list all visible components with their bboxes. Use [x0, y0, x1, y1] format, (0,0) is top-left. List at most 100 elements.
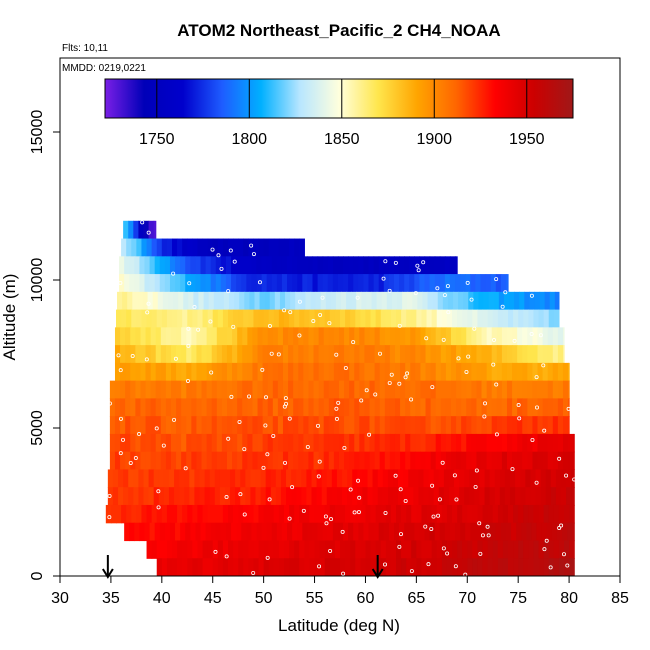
heatmap-cell	[154, 274, 161, 293]
heatmap-cell	[313, 380, 320, 399]
heatmap-cell	[322, 256, 329, 275]
heatmap-cell	[392, 487, 399, 506]
heatmap-cell	[272, 327, 279, 346]
heatmap-cell	[517, 416, 523, 435]
heatmap-cell	[450, 398, 457, 417]
heatmap-cell	[441, 504, 448, 524]
heatmap-cell	[156, 238, 163, 257]
heatmap-cell	[380, 558, 387, 576]
heatmap-cell	[566, 469, 572, 488]
heatmap-cell	[167, 291, 174, 311]
heatmap-cell	[232, 398, 238, 417]
heatmap-cell	[389, 433, 396, 453]
heatmap-cell	[182, 540, 188, 559]
heatmap-cell	[292, 522, 298, 542]
heatmap-cell	[125, 380, 131, 399]
heatmap-cell	[131, 309, 137, 328]
heatmap-cell	[496, 362, 503, 382]
heatmap-cell	[333, 416, 340, 435]
heatmap-cell	[316, 469, 323, 488]
heatmap-cell	[179, 469, 185, 488]
heatmap-cell	[225, 522, 232, 542]
heatmap-cell	[557, 433, 564, 453]
heatmap-cell	[155, 380, 162, 399]
heatmap-cell	[319, 504, 326, 524]
heatmap-cell	[505, 522, 512, 542]
sample-point	[398, 487, 403, 492]
heatmap-cell	[344, 416, 350, 435]
heatmap-cell	[308, 362, 315, 382]
heatmap-cell	[466, 345, 472, 364]
heatmap-cell	[553, 309, 560, 328]
heatmap-cell	[161, 309, 168, 328]
heatmap-cell	[150, 451, 157, 471]
heatmap-cell	[112, 487, 119, 506]
x-axis: 30 35 40 45 50 55 60 65 70 75 80 85	[51, 576, 629, 607]
heatmap-cell	[410, 398, 416, 417]
heatmap-cell	[312, 256, 319, 275]
heatmap-cell	[169, 522, 176, 542]
heatmap-cell	[333, 433, 340, 453]
heatmap-cell	[314, 309, 321, 328]
heatmap-cell	[445, 416, 452, 435]
heatmap-cell	[221, 398, 228, 417]
heatmap-cell	[547, 433, 554, 453]
heatmap-cell	[522, 416, 528, 435]
heatmap-cell	[125, 327, 131, 346]
heatmap-cell	[229, 291, 235, 311]
heatmap-cell	[369, 345, 376, 364]
heatmap-cell	[247, 451, 254, 471]
heatmap-cell	[420, 345, 427, 364]
heatmap-cell	[396, 309, 402, 328]
heatmap-cell	[187, 238, 193, 257]
heatmap-cell	[181, 327, 187, 346]
heatmap-cell	[364, 416, 371, 435]
heatmap-cell	[321, 487, 328, 506]
heatmap-cell	[236, 274, 242, 293]
heatmap-cell	[347, 487, 353, 506]
heatmap-cell	[110, 504, 117, 524]
heatmap-cell	[317, 256, 324, 275]
heatmap-cell	[462, 504, 468, 524]
sample-point	[257, 280, 262, 285]
heatmap-cell	[226, 380, 233, 399]
heatmap-cell	[481, 416, 488, 435]
heatmap-cell	[394, 416, 401, 435]
heatmap-cell	[394, 327, 401, 346]
heatmap-cell	[352, 469, 358, 488]
sample-point	[472, 326, 477, 331]
heatmap-cell	[249, 291, 256, 311]
heatmap-cell	[303, 416, 310, 435]
heatmap-cell	[226, 362, 233, 382]
heatmap-cell	[536, 522, 543, 542]
heatmap-cell	[129, 256, 135, 275]
heatmap-cell	[560, 469, 567, 488]
heatmap-cell	[485, 274, 492, 293]
heatmap-cell	[557, 345, 564, 364]
heatmap-cell	[353, 256, 359, 275]
heatmap-cell	[278, 504, 285, 524]
heatmap-cell	[501, 380, 508, 399]
heatmap-cell	[418, 487, 425, 506]
heatmap-cell	[130, 327, 136, 346]
heatmap-cell	[343, 256, 349, 275]
heatmap-cell	[517, 398, 523, 417]
heatmap-cell	[145, 416, 152, 435]
y-tick-label: 10000	[29, 258, 46, 303]
heatmap-cell	[502, 504, 509, 524]
heatmap-cell	[220, 522, 227, 542]
heatmap-cell	[324, 504, 331, 524]
heatmap-cell	[268, 504, 275, 524]
heatmap-cell	[245, 469, 251, 488]
heatmap-cell	[410, 327, 416, 346]
heatmap-cell	[471, 416, 478, 435]
heatmap-cell	[454, 469, 460, 488]
heatmap-cell	[228, 540, 234, 559]
heatmap-cell	[360, 309, 367, 328]
sample-point	[572, 477, 577, 482]
heatmap-cell	[443, 469, 450, 488]
heatmap-cell	[384, 398, 391, 417]
heatmap-cell	[522, 398, 528, 417]
heatmap-cell	[460, 274, 466, 293]
heatmap-cell	[155, 433, 162, 453]
